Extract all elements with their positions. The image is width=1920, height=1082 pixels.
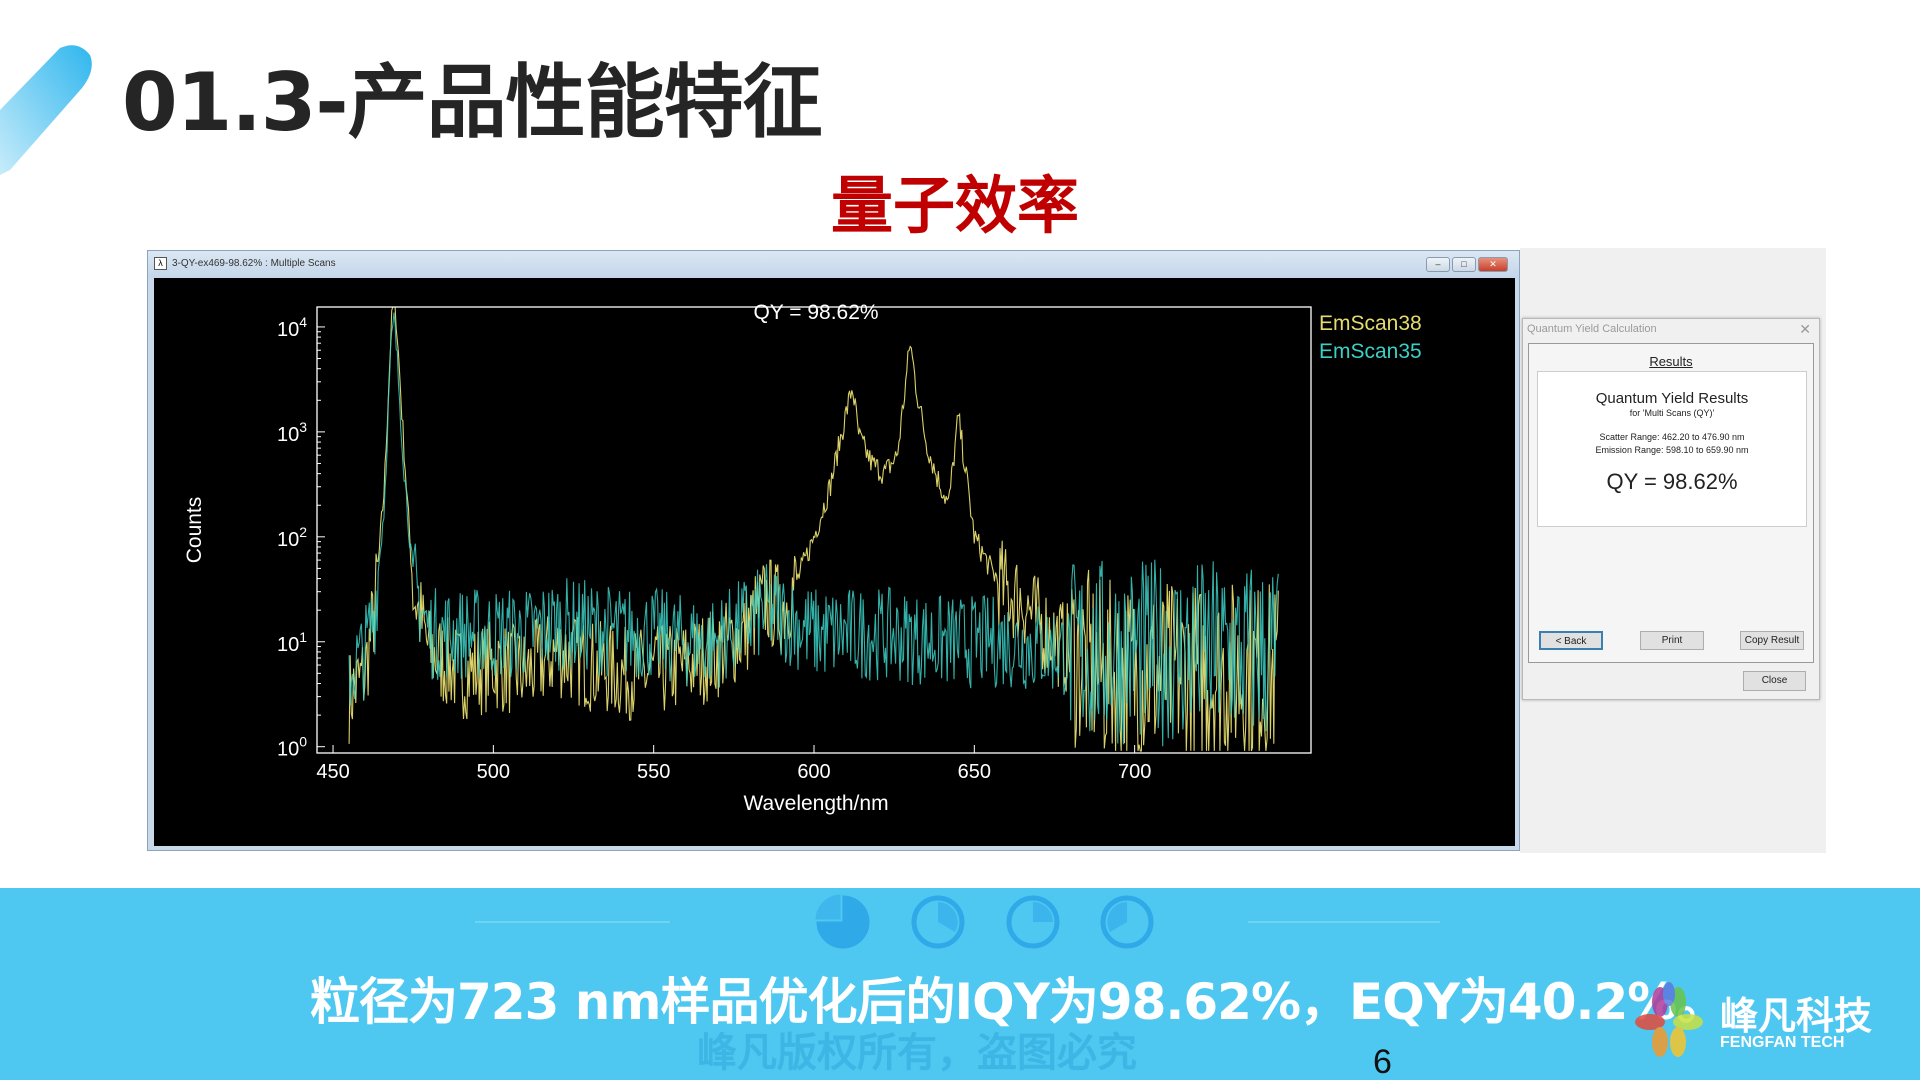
x-axis-label: Wavelength/nm: [743, 792, 888, 815]
spectrum-chart: QY = 98.62% 450 500 550 600 650 700 100 101 102 1…: [183, 301, 1422, 815]
brand-name: 峰凡科技: [1720, 994, 1873, 1038]
chart-title: QY = 98.62%: [753, 301, 878, 324]
x-tick-label: 600: [797, 761, 830, 783]
print-button[interactable]: Print: [1640, 631, 1704, 650]
qy-result: QY = 98.62%: [1606, 469, 1738, 494]
results-subheading: for 'Multi Scans (QY)': [1629, 408, 1715, 418]
series-emscan35: [348, 312, 1279, 747]
pie-icons: [815, 894, 1154, 949]
y-tick-label: 100: [277, 734, 307, 761]
scatter-range: Scatter Range: 462.20 to 476.90 nm: [1599, 432, 1745, 442]
results-frame: Results Quantum Yield Results for 'Multi…: [1528, 343, 1814, 663]
back-button[interactable]: < Back: [1539, 631, 1603, 650]
x-tick-label: 550: [637, 761, 670, 783]
results-heading: Quantum Yield Results: [1595, 390, 1749, 407]
maximize-button[interactable]: □: [1452, 257, 1476, 272]
x-tick-label: 450: [316, 761, 349, 783]
quantum-yield-dialog: Quantum Yield Calculation ✕ Results Quan…: [1522, 318, 1820, 700]
y-tick-label: 104: [277, 314, 307, 341]
y-tick-label: 102: [277, 524, 307, 551]
caption-text: 粒径为723 nm样品优化后的IQY为98.62%，EQY为40.2%。: [310, 973, 1726, 1031]
close-button[interactable]: ✕: [1478, 257, 1508, 272]
emission-range: Emission Range: 598.10 to 659.90 nm: [1595, 445, 1749, 455]
window-title: 3-QY-ex469-98.62% : Multiple Scans: [172, 258, 336, 269]
pie-chart-icon: [815, 894, 870, 949]
series-emscan38: [348, 306, 1279, 752]
minimize-button[interactable]: –: [1426, 257, 1450, 272]
section-subtitle: 量子效率: [830, 169, 1079, 242]
y-tick-label: 101: [277, 629, 307, 656]
copy-result-button[interactable]: Copy Result: [1740, 631, 1804, 650]
app-icon: λ: [154, 257, 167, 270]
page-number: 6: [1373, 1043, 1392, 1081]
x-tick-label: 500: [477, 761, 510, 783]
corner-decoration: [0, 45, 92, 175]
pie-chart-icon: [1006, 895, 1060, 949]
results-label: Results: [1649, 354, 1693, 369]
legend-emscan35: EmScan35: [1319, 340, 1422, 363]
page-title: 01.3-产品性能特征: [122, 56, 823, 149]
pie-chart-icon: [1100, 895, 1154, 949]
brand-name-en: FENGFAN TECH: [1720, 1034, 1845, 1051]
spectrum-window: λ 3-QY-ex469-98.62% : Multiple Scans – □…: [147, 250, 1520, 851]
brand-logo-icon: [1635, 982, 1703, 1057]
window-titlebar[interactable]: λ 3-QY-ex469-98.62% : Multiple Scans – □…: [148, 251, 1519, 278]
x-tick-label: 650: [958, 761, 991, 783]
results-box: Quantum Yield Results for 'Multi Scans (…: [1537, 371, 1807, 527]
y-tick-label: 103: [277, 419, 307, 446]
dialog-close-icon[interactable]: ✕: [1799, 321, 1811, 337]
x-tick-label: 700: [1118, 761, 1151, 783]
divider-right: [1248, 921, 1440, 923]
watermark-text: 峰凡版权所有，盗图必究: [697, 1030, 1137, 1076]
dialog-title: Quantum Yield Calculation: [1527, 323, 1657, 335]
divider-left: [475, 921, 670, 923]
legend-emscan38: EmScan38: [1319, 312, 1422, 335]
pie-chart-icon: [911, 895, 965, 949]
close-dialog-button[interactable]: Close: [1743, 671, 1806, 691]
plot-area: QY = 98.62% 450 500 550 600 650 700 100 101 102 1…: [154, 278, 1515, 846]
y-axis-label: Counts: [183, 497, 206, 564]
